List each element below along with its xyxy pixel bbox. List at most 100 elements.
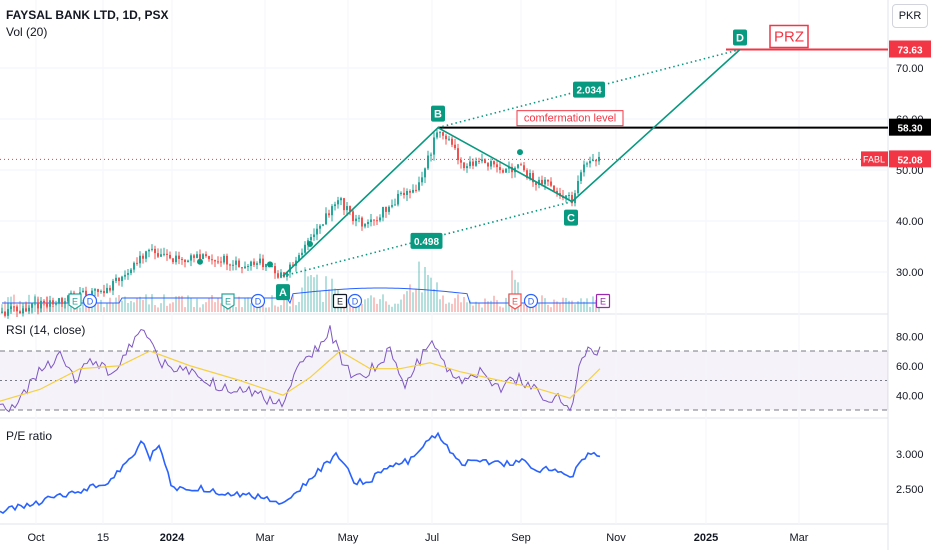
candle-body	[238, 260, 240, 268]
candle-body	[211, 259, 213, 261]
candle-body	[85, 290, 87, 296]
candle-body	[406, 190, 408, 196]
candle-body	[460, 160, 462, 163]
volume-bar	[385, 301, 387, 312]
currency-button[interactable]: PKR	[892, 4, 928, 28]
price-dot	[267, 261, 273, 268]
volume-bar	[304, 267, 306, 312]
candle-body	[271, 266, 273, 268]
event-marker-label: D	[255, 297, 262, 307]
candle-body	[427, 155, 429, 169]
volume-bar	[283, 299, 285, 312]
volume-bar	[409, 284, 411, 312]
volume-bar	[511, 270, 513, 312]
volume-bar	[418, 261, 420, 312]
volume-bar	[103, 307, 105, 312]
last-symbol-tag-bg	[861, 151, 888, 167]
candle-body	[247, 266, 249, 268]
volume-bar	[151, 294, 153, 312]
candle-body	[376, 220, 378, 222]
candle-body	[316, 228, 318, 235]
candle-body	[589, 160, 591, 164]
candle-body	[379, 217, 381, 221]
volume-bar	[214, 302, 216, 312]
event-marker-label: E	[512, 297, 518, 307]
event-marker-shape	[82, 293, 98, 309]
candle-body	[16, 306, 18, 312]
volume-bar	[547, 304, 549, 312]
candle-body	[325, 213, 327, 225]
candle-body	[478, 160, 480, 162]
x-tick-label: 2025	[694, 532, 718, 544]
candle-body	[415, 189, 417, 191]
candle-body	[49, 300, 51, 307]
volume-bar	[400, 299, 402, 312]
volume-bar	[541, 295, 543, 312]
price-dot	[307, 240, 313, 247]
candle-body	[553, 185, 555, 191]
volume-bar	[571, 300, 573, 312]
last-price-tag: 52.08	[897, 155, 922, 166]
volume-bar	[196, 298, 198, 312]
candle-body	[1, 311, 3, 313]
volume-bar	[460, 302, 462, 312]
candle-body	[61, 298, 63, 304]
candle-body	[244, 266, 246, 269]
candle-body	[94, 289, 96, 291]
pe-label: P/E ratio	[6, 429, 53, 443]
candle-body	[55, 302, 57, 305]
pattern-point-box	[564, 209, 578, 226]
event-marker-shape	[332, 293, 348, 309]
candle-body	[385, 206, 387, 212]
rsi-tick-label: 60.00	[896, 361, 924, 373]
candle-body	[91, 290, 93, 297]
volume-bar	[265, 307, 267, 312]
candle-body	[463, 162, 465, 169]
candle-body	[550, 181, 552, 186]
volume-bar	[472, 305, 474, 312]
candle-body	[388, 206, 390, 212]
volume-bar	[583, 301, 585, 312]
candle-body	[262, 258, 264, 268]
candle-body	[151, 248, 153, 250]
symbol-title: FAYSAL BANK LTD, 1D, PSX	[6, 8, 169, 22]
candle-body	[166, 253, 168, 255]
candle-body	[109, 287, 111, 291]
candle-body	[199, 254, 201, 260]
candle-body	[451, 138, 453, 145]
candle-body	[361, 217, 363, 227]
candle-body	[352, 211, 354, 222]
candle-body	[499, 167, 501, 171]
volume-bar	[367, 298, 369, 312]
volume-bar	[466, 302, 468, 312]
candle-body	[181, 258, 183, 260]
candle-body	[133, 262, 135, 270]
volume-bar	[274, 305, 276, 312]
volume-bar	[127, 302, 129, 312]
x-tick-label: Mar	[256, 532, 275, 544]
candle-body	[532, 172, 534, 183]
candle-body	[535, 182, 537, 185]
candle-body	[541, 179, 543, 185]
candle-body	[97, 289, 99, 292]
candle-body	[322, 224, 324, 226]
candle-body	[64, 301, 66, 304]
candle-body	[292, 264, 294, 266]
volume-bar	[271, 295, 273, 312]
ratio-label: 0.498	[414, 237, 439, 248]
volume-bar	[415, 288, 417, 312]
x-tick-label: Mar	[790, 532, 809, 544]
volume-bar	[421, 292, 423, 312]
candle-body	[4, 311, 6, 316]
volume-bar	[178, 296, 180, 312]
rsi-ma-line	[0, 350, 601, 402]
candle-body	[19, 311, 21, 314]
candle-body	[202, 254, 204, 260]
volume-bar	[493, 295, 495, 312]
candle-body	[334, 204, 336, 207]
volume-bar	[370, 295, 372, 312]
candle-body	[484, 159, 486, 164]
event-marker-label: E	[600, 297, 606, 307]
candle-body	[571, 195, 573, 204]
volume-bar	[244, 297, 246, 312]
